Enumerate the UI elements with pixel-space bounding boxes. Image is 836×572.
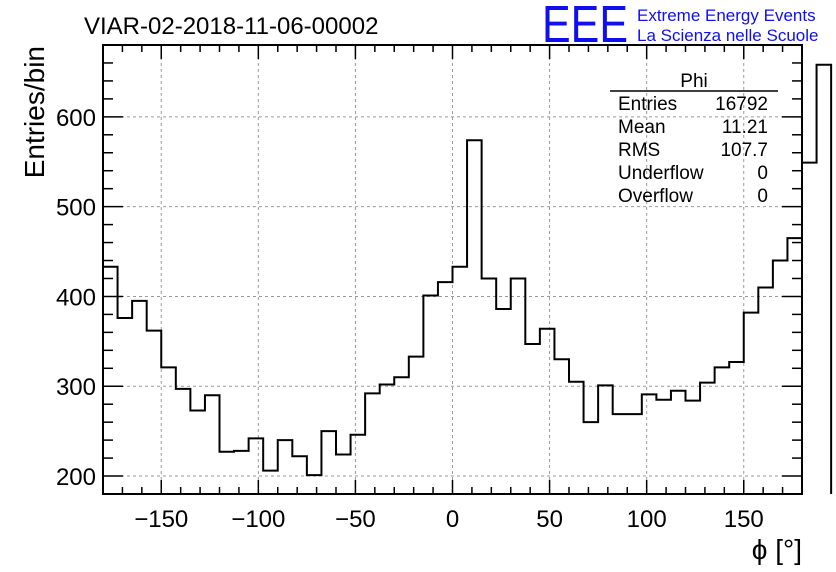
histogram-bin — [773, 261, 788, 494]
histogram-bin — [263, 471, 278, 494]
histogram-bin — [802, 163, 817, 494]
histogram-bin — [729, 362, 744, 494]
histogram-bin — [220, 452, 235, 494]
histogram-bin — [715, 367, 730, 494]
histogram-bin — [496, 309, 511, 494]
x-tick-label: 150 — [724, 506, 764, 533]
histogram-bin — [336, 454, 351, 494]
y-tick-label: 200 — [56, 464, 96, 491]
histogram-bin — [467, 140, 482, 494]
x-tick-label: −100 — [231, 506, 285, 533]
histogram-bin — [598, 385, 613, 494]
histogram-bin — [394, 377, 409, 494]
eee-logo: EEE Extreme Energy Events La Scienza nel… — [542, 0, 818, 54]
y-tick-labels: 200 300 400 500 600 — [56, 105, 96, 491]
x-axis-label: ϕ [°] — [752, 534, 802, 565]
histogram-bin — [584, 422, 599, 494]
stats-value-entries: 16792 — [715, 94, 768, 115]
x-tick-label: −50 — [335, 506, 376, 533]
x-tick-label: −150 — [134, 506, 188, 533]
histogram-bin — [103, 267, 118, 494]
stats-value-underflow: 0 — [757, 163, 768, 184]
histogram-bin — [453, 267, 468, 494]
histogram-bin — [205, 395, 220, 494]
histogram-bin — [438, 282, 453, 494]
histogram-bin — [132, 301, 147, 494]
histogram-bin — [671, 391, 686, 494]
histogram-bin — [409, 357, 424, 494]
histogram-bin — [249, 438, 264, 494]
histogram-bin — [686, 401, 701, 494]
histogram-bin — [351, 435, 366, 494]
stats-label-rms: RMS — [618, 140, 660, 161]
histogram-bin — [365, 393, 380, 494]
histogram-bin — [278, 440, 293, 494]
chart-title: VIAR-02-2018-11-06-00002 — [84, 13, 378, 40]
histogram-bin — [613, 414, 628, 494]
histogram-bin — [190, 410, 205, 494]
stats-label-underflow: Underflow — [618, 163, 704, 184]
y-tick-label: 600 — [56, 105, 96, 132]
x-tick-label: 100 — [627, 506, 667, 533]
stats-label-entries: Entries — [618, 94, 677, 115]
stats-value-mean: 11.21 — [722, 117, 768, 138]
histogram-bin — [744, 313, 759, 494]
y-tick-label: 300 — [56, 374, 96, 401]
stats-title: Phi — [680, 71, 707, 92]
histogram-bin — [525, 344, 540, 494]
stats-value-rms: 107.7 — [720, 140, 768, 161]
histogram-bin — [423, 296, 438, 494]
eee-logo-line2: La Scienza nelle Scuole — [637, 26, 818, 45]
stats-label-overflow: Overflow — [618, 186, 693, 207]
histogram-bin — [817, 65, 832, 494]
y-axis-label: Entries/bin — [19, 46, 50, 178]
stats-value-overflow: 0 — [757, 186, 768, 207]
histogram-bin — [321, 431, 336, 494]
x-tick-labels: −150 −100 −50 0 50 100 150 — [134, 506, 764, 533]
histogram-bin — [511, 278, 526, 494]
stats-label-mean: Mean — [618, 117, 666, 138]
histogram-bin — [147, 331, 162, 494]
axis-ticks — [103, 45, 802, 494]
y-tick-label: 500 — [56, 195, 96, 222]
y-tick-label: 400 — [56, 284, 96, 311]
histogram-bin — [642, 394, 657, 494]
histogram-bin — [118, 318, 133, 494]
histogram-bin — [700, 383, 715, 494]
histogram-bin — [161, 367, 176, 494]
histogram-bin — [554, 359, 569, 494]
histogram-bin — [176, 389, 191, 494]
stats-box: Phi Entries 16792 Mean 11.21 RMS 107.7 U… — [610, 71, 778, 207]
histogram-bin — [482, 278, 497, 494]
histogram-bin — [540, 329, 555, 494]
histogram-bin — [292, 456, 307, 494]
x-tick-label: 50 — [536, 506, 563, 533]
histogram-bin — [627, 414, 642, 494]
x-tick-label: 0 — [446, 506, 459, 533]
histogram-outline — [102, 63, 833, 494]
histogram-bin — [234, 451, 249, 494]
histogram-bin — [380, 384, 395, 494]
histogram-bin — [758, 287, 773, 494]
eee-logo-line1: Extreme Energy Events — [637, 6, 816, 25]
histogram-bin — [307, 475, 322, 494]
histogram-bin — [656, 400, 671, 494]
histogram-bin — [787, 238, 802, 494]
histogram-bin — [569, 382, 584, 494]
